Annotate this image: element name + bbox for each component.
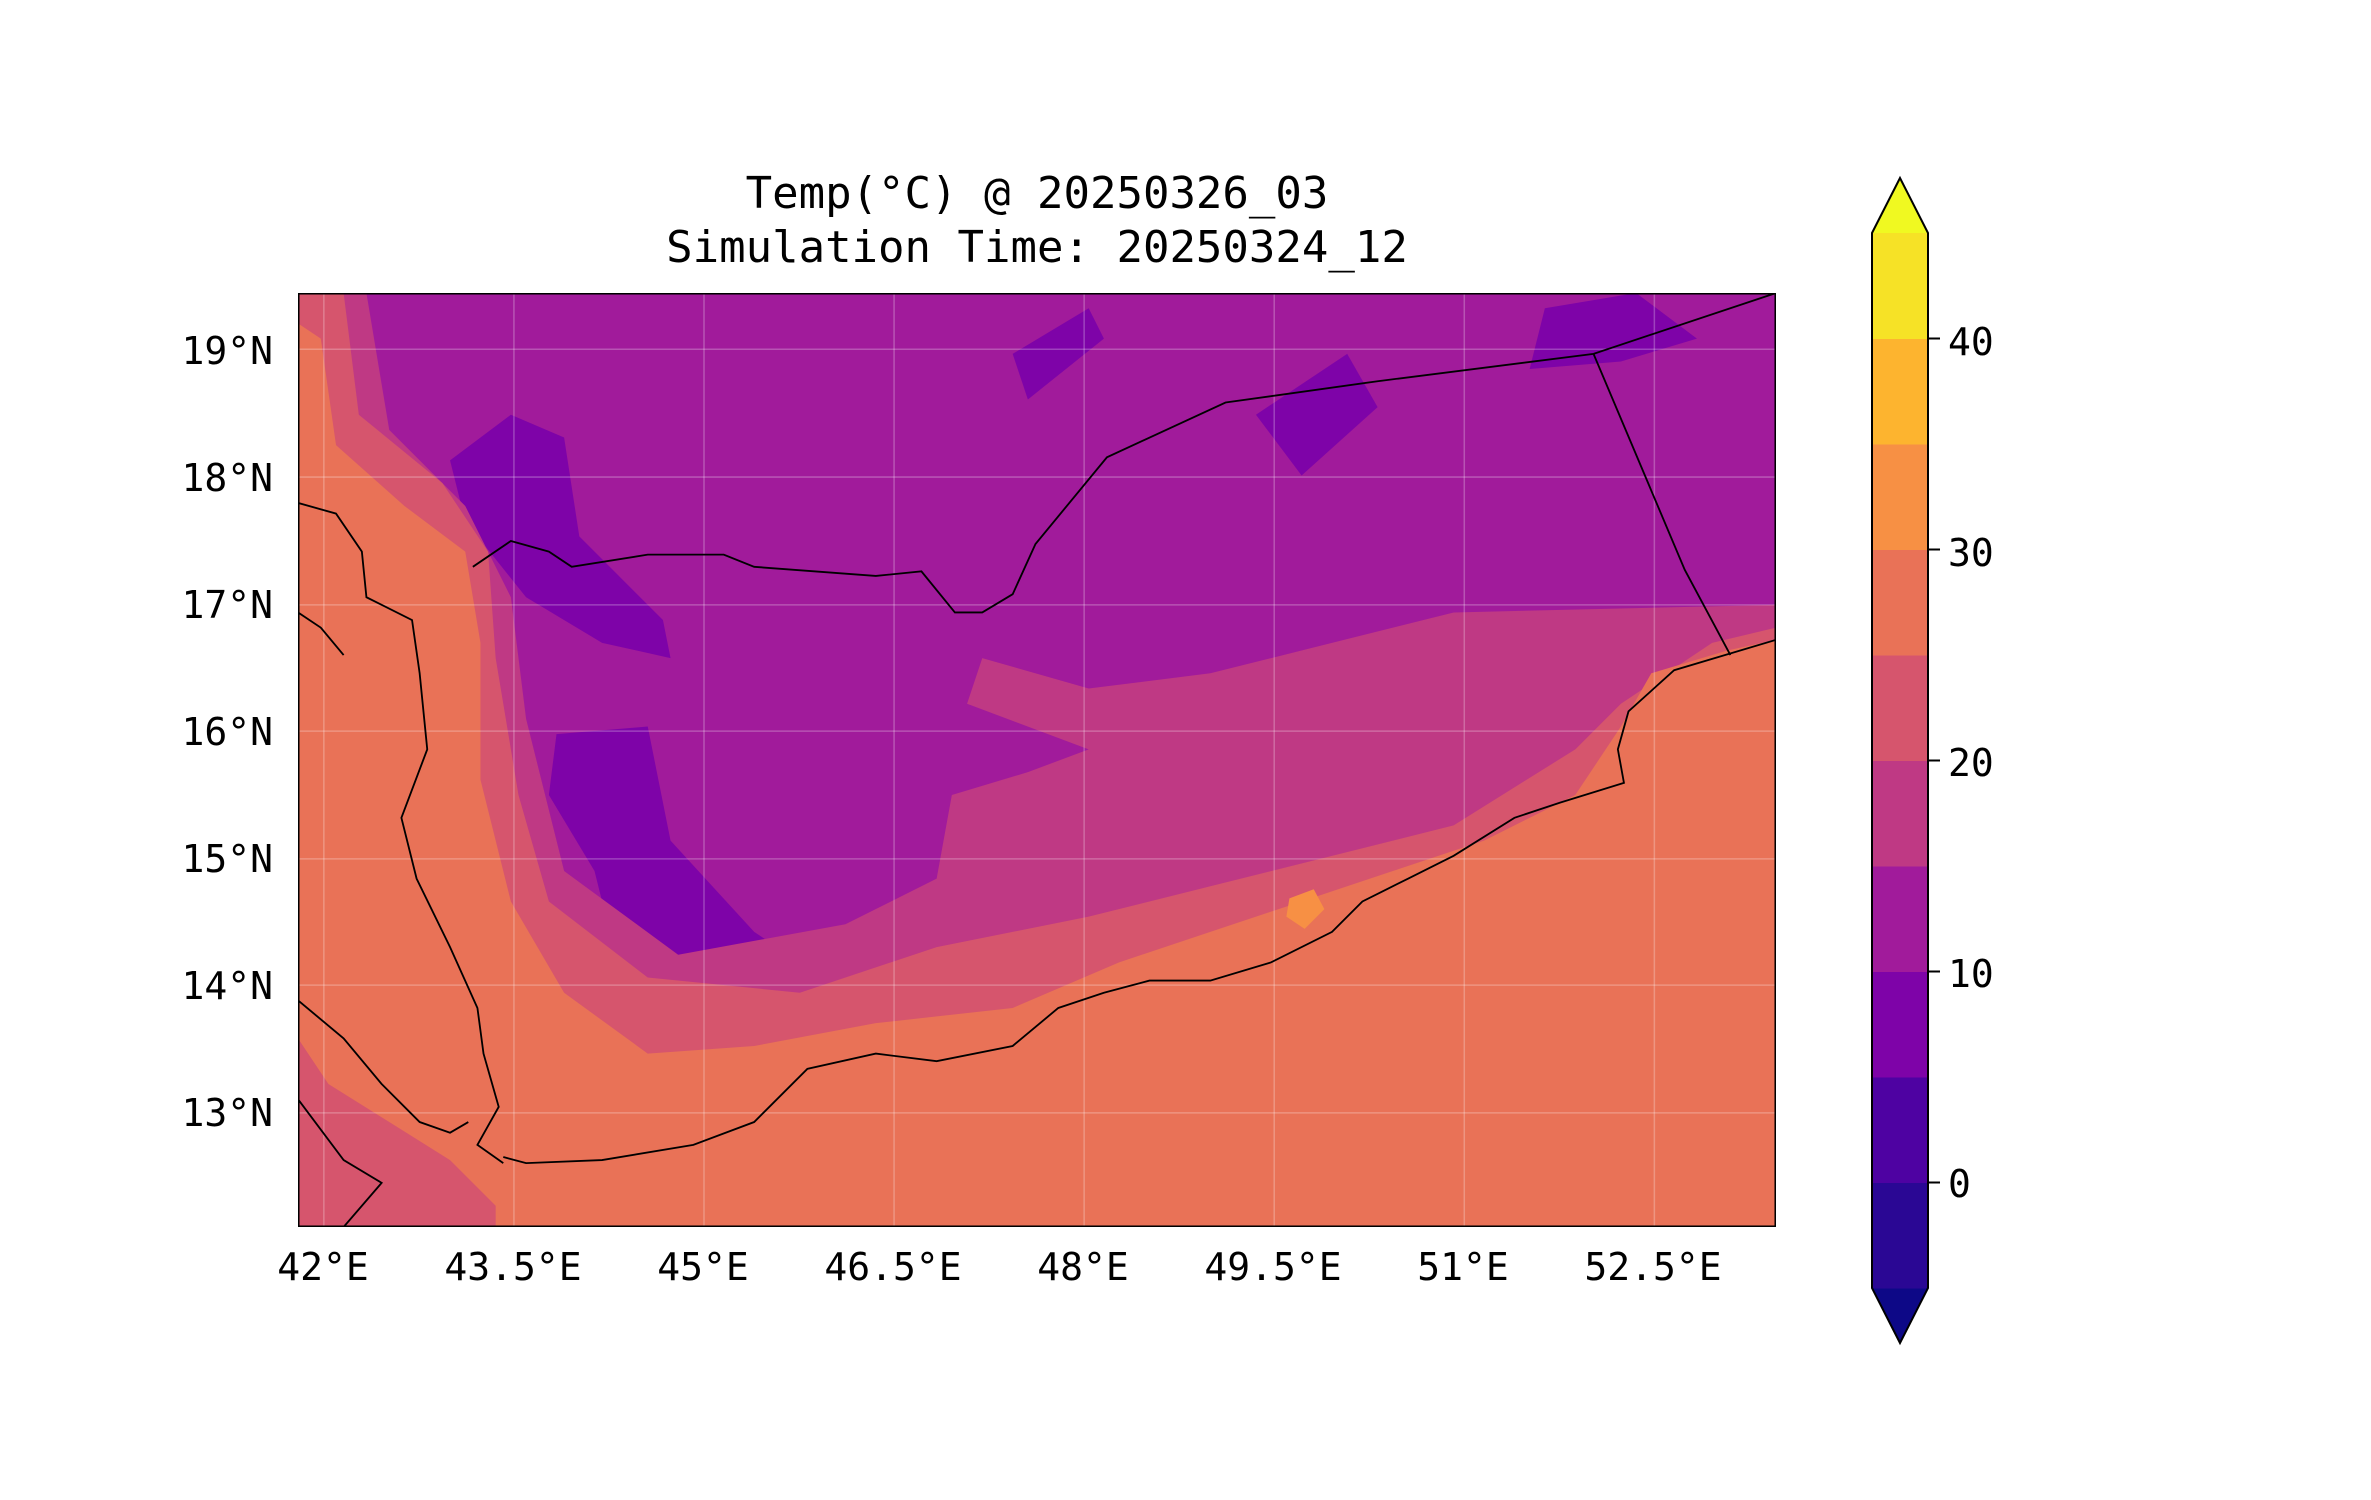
x-tick-label: 45°E <box>657 1245 749 1289</box>
coastlines-borders <box>298 293 1776 1227</box>
map-axes <box>298 293 1776 1227</box>
colorbar-bin <box>1872 549 1928 656</box>
colorbar-under-extension <box>1872 1288 1928 1343</box>
colorbar-tick-label: 0 <box>1948 1162 1971 1206</box>
x-tick-label: 42°E <box>277 1245 369 1289</box>
chart-title: Temp(°C) @ 20250326_03 <box>745 168 1329 219</box>
field-20-25 <box>298 1038 496 1227</box>
colorbar-tick-label: 40 <box>1948 320 1994 364</box>
x-tick-label: 48°E <box>1037 1245 1129 1289</box>
colorbar-bin <box>1872 1182 1928 1289</box>
colorbar-over-extension <box>1872 178 1928 233</box>
y-tick-label: 17°N <box>181 583 273 627</box>
field-25-30 <box>298 323 1776 1227</box>
colorbar-bin <box>1872 655 1928 761</box>
y-tick-label: 18°N <box>181 456 273 500</box>
y-tick-label: 14°N <box>181 964 273 1008</box>
field-5-10 <box>450 414 671 659</box>
colorbar-bin <box>1872 338 1928 445</box>
chart-subtitle: Simulation Time: 20250324_12 <box>666 222 1408 273</box>
field-5-10 <box>1255 353 1378 476</box>
y-tick-label: 13°N <box>181 1091 273 1135</box>
colorbar-tick-label: 20 <box>1948 741 1994 785</box>
field-30-35 <box>1286 889 1325 929</box>
colorbar <box>1871 175 1940 1346</box>
colorbar-outline <box>1871 175 1929 1346</box>
x-tick-label: 51°E <box>1417 1245 1509 1289</box>
x-tick-label: 43.5°E <box>444 1245 582 1289</box>
colorbar-bin <box>1872 866 1928 972</box>
colorbar-bin <box>1872 233 1928 339</box>
colorbar-bin <box>1872 971 1928 1078</box>
x-tick-label: 49.5°E <box>1204 1245 1342 1289</box>
colorbar-bin <box>1872 760 1928 867</box>
colorbar-tick-label: 10 <box>1948 952 1994 996</box>
gridlines <box>298 293 1776 1227</box>
y-tick-label: 15°N <box>181 837 273 881</box>
colorbar-bin <box>1872 1077 1928 1183</box>
field-5-10 <box>1529 293 1697 370</box>
field-5-10 <box>1012 308 1104 400</box>
x-tick-label: 46.5°E <box>824 1245 962 1289</box>
y-tick-label: 16°N <box>181 710 273 754</box>
x-tick-label: 52.5°E <box>1584 1245 1722 1289</box>
y-tick-label: 19°N <box>181 329 273 373</box>
colorbar-tick-label: 30 <box>1948 531 1994 575</box>
colorbar-bin <box>1872 444 1928 550</box>
